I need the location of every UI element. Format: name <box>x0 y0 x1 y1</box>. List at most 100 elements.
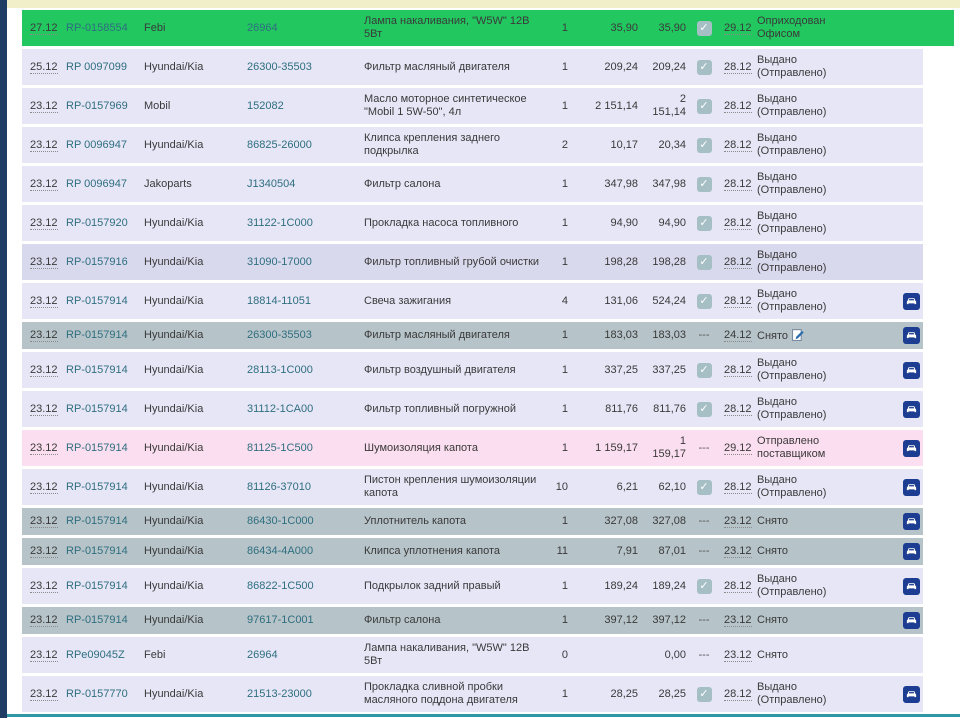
issue-date-link[interactable]: 28.12 <box>724 402 752 416</box>
received-checkbox[interactable]: ✓ <box>696 59 712 75</box>
order-number-link[interactable]: RP-0157914 <box>66 363 128 376</box>
part-number-link[interactable]: 28113-1C000 <box>247 363 313 376</box>
car-icon[interactable] <box>903 478 920 496</box>
order-number-link[interactable]: RP-0157914 <box>66 545 128 557</box>
order-date-link[interactable]: 23.12 <box>30 579 58 593</box>
order-date-link[interactable]: 23.12 <box>30 614 58 627</box>
order-date-link[interactable]: 23.12 <box>30 363 58 377</box>
order-number-link[interactable]: RP-0157914 <box>66 294 128 307</box>
order-number-link[interactable]: RP-0157914 <box>66 515 128 527</box>
order-date-link[interactable]: 23.12 <box>30 177 58 191</box>
part-number-link[interactable]: 31112-1CA00 <box>247 402 314 415</box>
order-date-link[interactable]: 25.12 <box>30 60 58 74</box>
issue-date-link[interactable]: 28.12 <box>724 138 752 152</box>
part-number-link[interactable]: 31122-1C000 <box>247 216 313 229</box>
order-number-link[interactable]: RP-0157914 <box>66 579 128 592</box>
order-date-link[interactable]: 23.12 <box>30 216 58 230</box>
car-icon[interactable] <box>903 361 920 379</box>
order-number-link[interactable]: RP 0096947 <box>66 138 127 151</box>
received-checkbox[interactable]: ✓ <box>696 401 712 417</box>
received-checkbox[interactable]: ✓ <box>696 293 712 309</box>
part-number-link[interactable]: 26300-35503 <box>247 329 312 341</box>
part-number-link[interactable]: 21513-23000 <box>247 687 312 700</box>
order-number-link[interactable]: RP-0157920 <box>66 216 128 229</box>
order-date-link[interactable]: 23.12 <box>30 441 58 455</box>
order-date-link[interactable]: 23.12 <box>30 329 58 342</box>
part-number-link[interactable]: 26300-35503 <box>247 60 312 73</box>
order-number-link[interactable]: RP-0157914 <box>66 441 128 454</box>
part-number-link[interactable]: 26964 <box>247 648 278 661</box>
part-number-link[interactable]: 18814-11051 <box>247 294 312 307</box>
order-date-link[interactable]: 23.12 <box>30 515 58 528</box>
car-icon[interactable] <box>903 685 920 703</box>
received-checkbox[interactable]: ✓ <box>696 254 712 270</box>
order-number-link[interactable]: RPe09045Z <box>66 648 125 661</box>
part-number-link[interactable]: 81126-37010 <box>247 480 312 493</box>
received-checkbox[interactable]: ✓ <box>696 686 712 702</box>
order-number-link[interactable]: RP-0157969 <box>66 99 128 112</box>
issue-date-link[interactable]: 24.12 <box>724 329 752 342</box>
order-date-link[interactable]: 23.12 <box>30 138 58 152</box>
received-checkbox[interactable]: ✓ <box>696 479 712 495</box>
part-number-link[interactable]: 86825-26000 <box>247 138 312 151</box>
issue-date-link[interactable]: 29.12 <box>724 21 752 35</box>
issue-date-link[interactable]: 23.12 <box>724 614 752 627</box>
order-date-link[interactable]: 23.12 <box>30 402 58 416</box>
issue-date-link[interactable]: 28.12 <box>724 216 752 230</box>
issue-date-link[interactable]: 28.12 <box>724 60 752 74</box>
issue-date-link[interactable]: 23.12 <box>724 515 752 528</box>
car-icon[interactable] <box>903 327 920 344</box>
order-number-link[interactable]: RP-0157914 <box>66 402 128 415</box>
order-date-link[interactable]: 23.12 <box>30 545 58 558</box>
received-checkbox[interactable]: ✓ <box>696 176 712 192</box>
received-checkbox[interactable]: ✓ <box>696 137 712 153</box>
part-number-link[interactable]: 152082 <box>247 99 284 112</box>
received-checkbox[interactable]: ✓ <box>696 578 712 594</box>
edit-icon[interactable] <box>792 328 805 341</box>
issue-date-link[interactable]: 28.12 <box>724 579 752 593</box>
car-icon[interactable] <box>903 400 920 418</box>
issue-date-link[interactable]: 28.12 <box>724 99 752 113</box>
part-number-link[interactable]: 86434-4A000 <box>247 545 314 557</box>
order-date-link[interactable]: 23.12 <box>30 687 58 701</box>
part-number-link[interactable]: J1340504 <box>247 177 296 190</box>
order-number-link[interactable]: RP-0157914 <box>66 329 128 341</box>
order-number-link[interactable]: RP-0157770 <box>66 687 128 700</box>
car-icon[interactable] <box>903 577 920 595</box>
order-date-link[interactable]: 27.12 <box>30 21 58 35</box>
issue-date-link[interactable]: 28.12 <box>724 255 752 269</box>
part-number-link[interactable]: 86430-1C000 <box>247 515 314 527</box>
order-number-link[interactable]: RP-0158554 <box>66 21 128 34</box>
car-icon[interactable] <box>903 612 920 629</box>
received-checkbox[interactable]: ✓ <box>696 20 712 36</box>
order-number-link[interactable]: RP-0157916 <box>66 255 128 268</box>
order-date-link[interactable]: 23.12 <box>30 255 58 269</box>
order-date-link[interactable]: 23.12 <box>30 648 58 662</box>
order-number-link[interactable]: RP 0096947 <box>66 177 127 190</box>
issue-date-link[interactable]: 28.12 <box>724 177 752 191</box>
car-icon[interactable] <box>903 543 920 560</box>
part-number-link[interactable]: 97617-1C001 <box>247 614 314 626</box>
order-number-link[interactable]: RP 0097099 <box>66 60 127 73</box>
part-number-link[interactable]: 26964 <box>247 21 278 34</box>
part-number-link[interactable]: 81125-1C500 <box>247 441 313 454</box>
order-date-link[interactable]: 23.12 <box>30 480 58 494</box>
received-checkbox[interactable]: ✓ <box>696 215 712 231</box>
issue-date-link[interactable]: 28.12 <box>724 363 752 377</box>
issue-date-link[interactable]: 29.12 <box>724 441 752 455</box>
received-checkbox[interactable]: ✓ <box>696 362 712 378</box>
received-checkbox[interactable]: ✓ <box>696 98 712 114</box>
issue-date-link[interactable]: 28.12 <box>724 480 752 494</box>
part-number-link[interactable]: 86822-1C500 <box>247 579 314 592</box>
car-icon[interactable] <box>903 292 920 310</box>
car-icon[interactable] <box>903 513 920 530</box>
order-number-link[interactable]: RP-0157914 <box>66 480 128 493</box>
order-date-link[interactable]: 23.12 <box>30 294 58 308</box>
issue-date-link[interactable]: 23.12 <box>724 545 752 558</box>
part-number-link[interactable]: 31090-17000 <box>247 255 312 268</box>
issue-date-link[interactable]: 28.12 <box>724 294 752 308</box>
car-icon[interactable] <box>903 439 920 457</box>
issue-date-link[interactable]: 28.12 <box>724 687 752 701</box>
order-number-link[interactable]: RP-0157914 <box>66 614 128 626</box>
order-date-link[interactable]: 23.12 <box>30 99 58 113</box>
